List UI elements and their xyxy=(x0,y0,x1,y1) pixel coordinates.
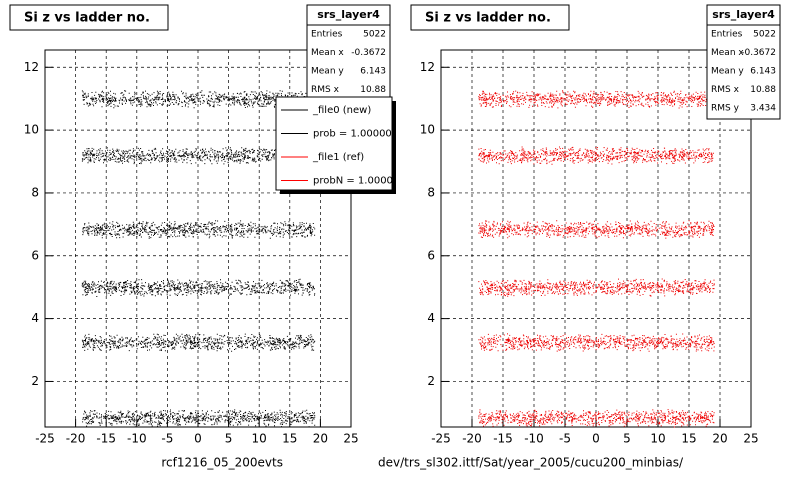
y-tick-label: 2 xyxy=(31,374,39,388)
legend-label: _file1 (ref) xyxy=(312,152,364,163)
legend: _file0 (new) prob = 1.000000 _file1 (ref) p… xyxy=(275,96,399,194)
x-tick-label: -15 xyxy=(96,432,116,446)
point-cloud xyxy=(478,220,715,239)
y-tick-label: 8 xyxy=(427,185,435,199)
x-tick-label: 25 xyxy=(743,432,758,446)
point-cloud xyxy=(81,333,316,352)
x-tick-label: -10 xyxy=(127,432,147,446)
x-tick-label: 25 xyxy=(343,432,358,446)
stats-value: 6.143 xyxy=(750,67,776,77)
stats-name: srs_layer4 xyxy=(317,8,380,21)
x-tick-label: 20 xyxy=(712,432,727,446)
x-axis-label: dev/trs_sl302.ittf/Sat/year_2005/cucu200… xyxy=(378,456,684,470)
x-tick-label: -5 xyxy=(161,432,173,446)
legend-entries: _file0 (new) prob = 1.000000 _file1 (ref) p… xyxy=(281,105,399,187)
stats-label: Entries xyxy=(311,30,343,40)
point-cloud xyxy=(82,220,316,239)
stats-value: 5022 xyxy=(753,30,776,40)
stats-value: -0.3672 xyxy=(351,48,386,58)
point-cloud xyxy=(478,333,715,352)
stats-label: RMS x xyxy=(311,85,340,95)
y-tick-label: 2 xyxy=(427,374,435,388)
stats-label: Mean y xyxy=(311,67,344,77)
x-tick-label: 0 xyxy=(592,432,600,446)
y-tick-label: 6 xyxy=(31,248,39,262)
x-tick-label: 15 xyxy=(282,432,297,446)
x-tick-label: -15 xyxy=(493,432,513,446)
point-cloud xyxy=(478,409,715,428)
stats-label: Mean x xyxy=(711,48,744,58)
point-cloud xyxy=(81,90,316,109)
point-cloud xyxy=(81,147,316,165)
x-axis-label: rcf1216_05_200evts xyxy=(161,456,283,470)
point-cloud xyxy=(81,278,316,297)
y-tick-label: 10 xyxy=(420,123,435,137)
legend-label: prob = 1.000000 xyxy=(313,129,398,140)
x-tick-label: 20 xyxy=(313,432,328,446)
stats-value: 5022 xyxy=(363,30,386,40)
stats-name: srs_layer4 xyxy=(712,8,775,21)
x-tick-label: 5 xyxy=(623,432,631,446)
plot: -25 -20 -15 -10 -5 0 5 10 15 20 25 2 4 6 8 10 12 xyxy=(420,49,759,446)
y-tick-label: 8 xyxy=(31,185,39,199)
stats-value: 10.88 xyxy=(360,85,386,95)
y-tick-label: 6 xyxy=(427,248,435,262)
title-box xyxy=(410,4,570,31)
y-tick-label: 4 xyxy=(427,311,435,325)
x-tick-label: -20 xyxy=(66,432,86,446)
y-tick-label: 12 xyxy=(420,60,435,74)
point-cloud xyxy=(478,90,715,109)
x-tick-label: -10 xyxy=(524,432,544,446)
stats-value: 6.143 xyxy=(360,67,386,77)
chart-title: Si z vs ladder no. xyxy=(425,11,551,26)
stats-box xyxy=(306,4,391,102)
x-tick-label: -5 xyxy=(559,432,571,446)
legend-box xyxy=(275,96,393,191)
chart-title: Si z vs ladder no. xyxy=(24,11,150,26)
x-tick-label: -20 xyxy=(462,432,482,446)
x-tick-label: 10 xyxy=(252,432,267,446)
stats-label: Mean x xyxy=(311,48,344,58)
stats-value: 10.88 xyxy=(750,85,776,95)
x-tick-label: -25 xyxy=(35,432,55,446)
y-tick-label: 10 xyxy=(24,123,39,137)
stats-box xyxy=(706,4,781,120)
y-tick-label: 12 xyxy=(24,60,39,74)
point-cloud xyxy=(478,278,715,297)
x-tick-label: 15 xyxy=(681,432,696,446)
stats-label: Entries xyxy=(711,30,743,40)
x-tick-label: 0 xyxy=(194,432,202,446)
x-tick-label: 5 xyxy=(225,432,233,446)
legend-label: probN = 1.00000 xyxy=(313,176,399,187)
stats-value: 3.434 xyxy=(750,104,776,114)
stats-value: -0.3672 xyxy=(741,48,776,58)
y-tick-label: 4 xyxy=(31,311,39,325)
point-cloud xyxy=(82,409,316,428)
stats-label: Mean y xyxy=(711,67,744,77)
stats-label: RMS x xyxy=(711,85,740,95)
title-box xyxy=(9,4,169,31)
x-tick-label: -25 xyxy=(431,432,451,446)
x-tick-label: 10 xyxy=(650,432,665,446)
legend-label: _file0 (new) xyxy=(312,105,371,116)
stats-label: RMS y xyxy=(711,104,740,114)
